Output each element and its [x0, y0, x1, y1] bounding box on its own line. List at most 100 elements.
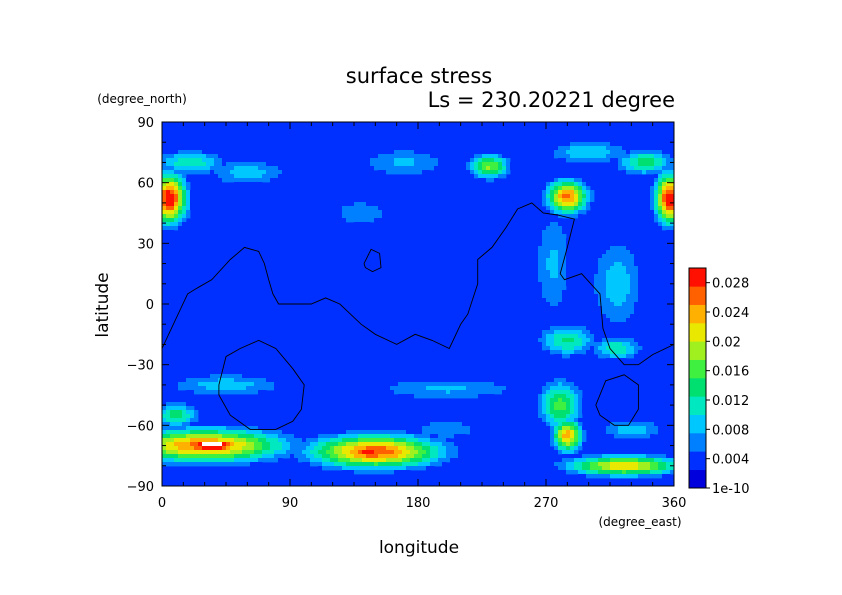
heatmap-cell [186, 418, 191, 423]
heatmap-cell [418, 466, 423, 471]
heatmap-cell [418, 394, 423, 399]
heatmap-cell [458, 446, 463, 451]
heatmap-cell [574, 410, 579, 415]
heatmap-cell [554, 398, 559, 403]
heatmap-cell [434, 382, 439, 387]
heatmap-cell [634, 474, 639, 479]
heatmap-cell [190, 450, 195, 455]
heatmap-cell [658, 190, 663, 195]
heatmap-cell [278, 454, 283, 459]
heatmap-cell [566, 418, 571, 423]
heatmap-cell [558, 410, 563, 415]
heatmap-cell [354, 466, 359, 471]
heatmap-cell [182, 162, 187, 167]
heatmap-cell [206, 170, 211, 175]
heatmap-cell [558, 286, 563, 291]
heatmap-cell [470, 386, 475, 391]
y-units-label: (degree_north) [97, 92, 187, 106]
heatmap-cell [474, 426, 479, 431]
heatmap-cell [418, 378, 423, 383]
heatmap-cell [290, 442, 295, 447]
heatmap-cell [546, 298, 551, 303]
heatmap-cell [650, 466, 655, 471]
heatmap-cell [618, 342, 623, 347]
heatmap-cell [654, 422, 659, 427]
heatmap-cell [182, 190, 187, 195]
heatmap-cell [322, 438, 327, 443]
heatmap-cell [182, 454, 187, 459]
heatmap-cell [634, 306, 639, 311]
heatmap-cell [214, 386, 219, 391]
heatmap-cell [202, 450, 207, 455]
heatmap-cell [546, 266, 551, 271]
heatmap-cell [614, 462, 619, 467]
heatmap-cell [654, 466, 659, 471]
heatmap-cell [662, 214, 667, 219]
heatmap-cell [558, 202, 563, 207]
heatmap-cell [614, 474, 619, 479]
heatmap-cell [570, 158, 575, 163]
heatmap-cell [558, 194, 563, 199]
heatmap-cell [554, 234, 559, 239]
heatmap-cell [498, 166, 503, 171]
heatmap-cell [366, 450, 371, 455]
heatmap-cell [234, 386, 239, 391]
heatmap-cell [574, 198, 579, 203]
heatmap-cell [242, 170, 247, 175]
heatmap-cell [582, 470, 587, 475]
heatmap-cell [614, 146, 619, 151]
heatmap-cell [482, 386, 487, 391]
heatmap-cell [478, 170, 483, 175]
heatmap-cell [186, 206, 191, 211]
heatmap-cell [178, 226, 183, 231]
heatmap-cell [622, 286, 627, 291]
heatmap-cell [542, 390, 547, 395]
heatmap-cell [606, 466, 611, 471]
heatmap-cell [574, 150, 579, 155]
heatmap-cell [558, 174, 563, 179]
heatmap-cell [458, 386, 463, 391]
heatmap-cell [326, 466, 331, 471]
heatmap-cell [558, 274, 563, 279]
heatmap-cell [462, 394, 467, 399]
heatmap-cell [174, 162, 179, 167]
heatmap-cell [374, 454, 379, 459]
heatmap-cell [590, 202, 595, 207]
heatmap-cell [494, 166, 499, 171]
heatmap-cell [650, 170, 655, 175]
heatmap-cell [366, 210, 371, 215]
heatmap-cell [434, 450, 439, 455]
heatmap-cell [186, 378, 191, 383]
heatmap-cell [642, 170, 647, 175]
heatmap-cell [282, 454, 287, 459]
heatmap-cell [662, 174, 667, 179]
heatmap-cell [406, 470, 411, 475]
heatmap-cell [246, 162, 251, 167]
heatmap-cell [186, 382, 191, 387]
heatmap-cell [242, 382, 247, 387]
heatmap-cell [586, 158, 591, 163]
heatmap-cell [382, 438, 387, 443]
heatmap-cell [570, 442, 575, 447]
heatmap-cell [358, 206, 363, 211]
heatmap-cell [334, 466, 339, 471]
heatmap-cell [378, 442, 383, 447]
heatmap-cell [598, 338, 603, 343]
heatmap-cell [198, 458, 203, 463]
heatmap-cell [166, 434, 171, 439]
heatmap-cell [226, 434, 231, 439]
x-tick-label: 360 [662, 496, 687, 511]
heatmap-cell [574, 446, 579, 451]
heatmap-cell [650, 150, 655, 155]
coastline-contour [595, 374, 639, 426]
heatmap-cell [318, 458, 323, 463]
heatmap-cell [610, 430, 615, 435]
heatmap-cell [406, 450, 411, 455]
heatmap-cell [550, 302, 555, 307]
heatmap-cell [554, 298, 559, 303]
heatmap-cell [366, 434, 371, 439]
heatmap-cell [602, 306, 607, 311]
heatmap-cell [562, 450, 567, 455]
heatmap-cell [670, 174, 674, 179]
